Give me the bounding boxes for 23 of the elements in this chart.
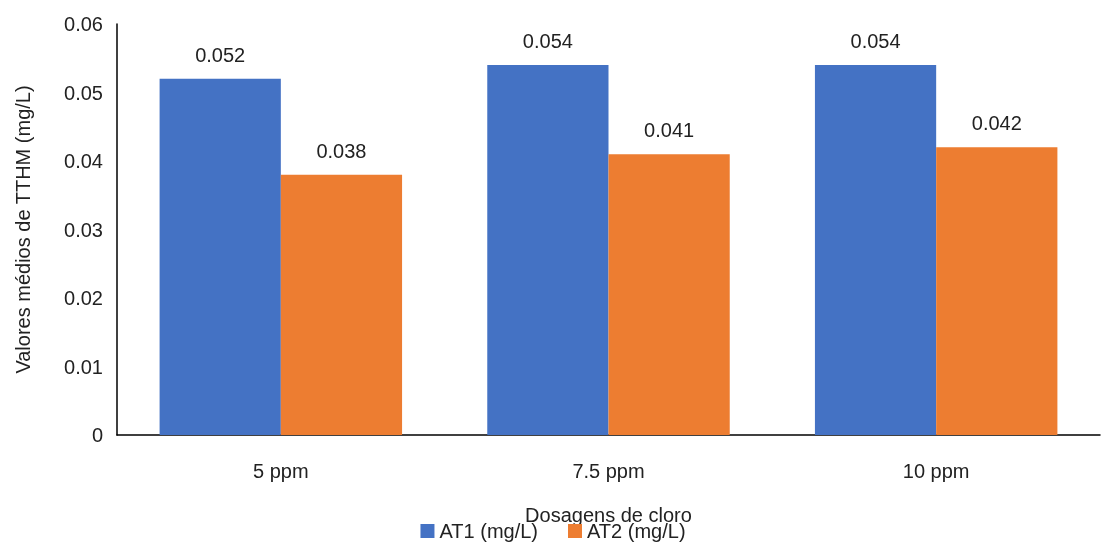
- bar: [487, 65, 609, 435]
- bar: [159, 78, 281, 435]
- y-tick-label: 0: [91, 424, 103, 446]
- y-tick-label: 0.02: [64, 287, 103, 309]
- bar: [936, 147, 1058, 435]
- x-tick-label: 10 ppm: [902, 460, 970, 482]
- data-label: 0.054: [522, 30, 573, 53]
- y-axis-title: Valores médios de TTHM (mg/L): [12, 85, 34, 374]
- bar: [608, 154, 730, 435]
- data-label: 0.042: [971, 112, 1022, 135]
- y-tick-label: 0.05: [64, 81, 103, 104]
- y-tick-label: 0.06: [64, 13, 103, 35]
- data-label: 0.052: [195, 43, 246, 66]
- bar: [814, 65, 937, 435]
- data-label: 0.054: [850, 30, 901, 53]
- bar: [280, 174, 403, 435]
- y-tick-label: 0.03: [64, 218, 103, 241]
- x-tick-label: 7.5 ppm: [572, 460, 645, 482]
- y-tick-label: 0.01: [64, 355, 103, 378]
- data-label: 0.041: [644, 119, 695, 142]
- x-tick-label: 5 ppm: [253, 460, 309, 482]
- data-label: 0.038: [316, 139, 367, 162]
- y-tick-label: 0.04: [64, 150, 103, 172]
